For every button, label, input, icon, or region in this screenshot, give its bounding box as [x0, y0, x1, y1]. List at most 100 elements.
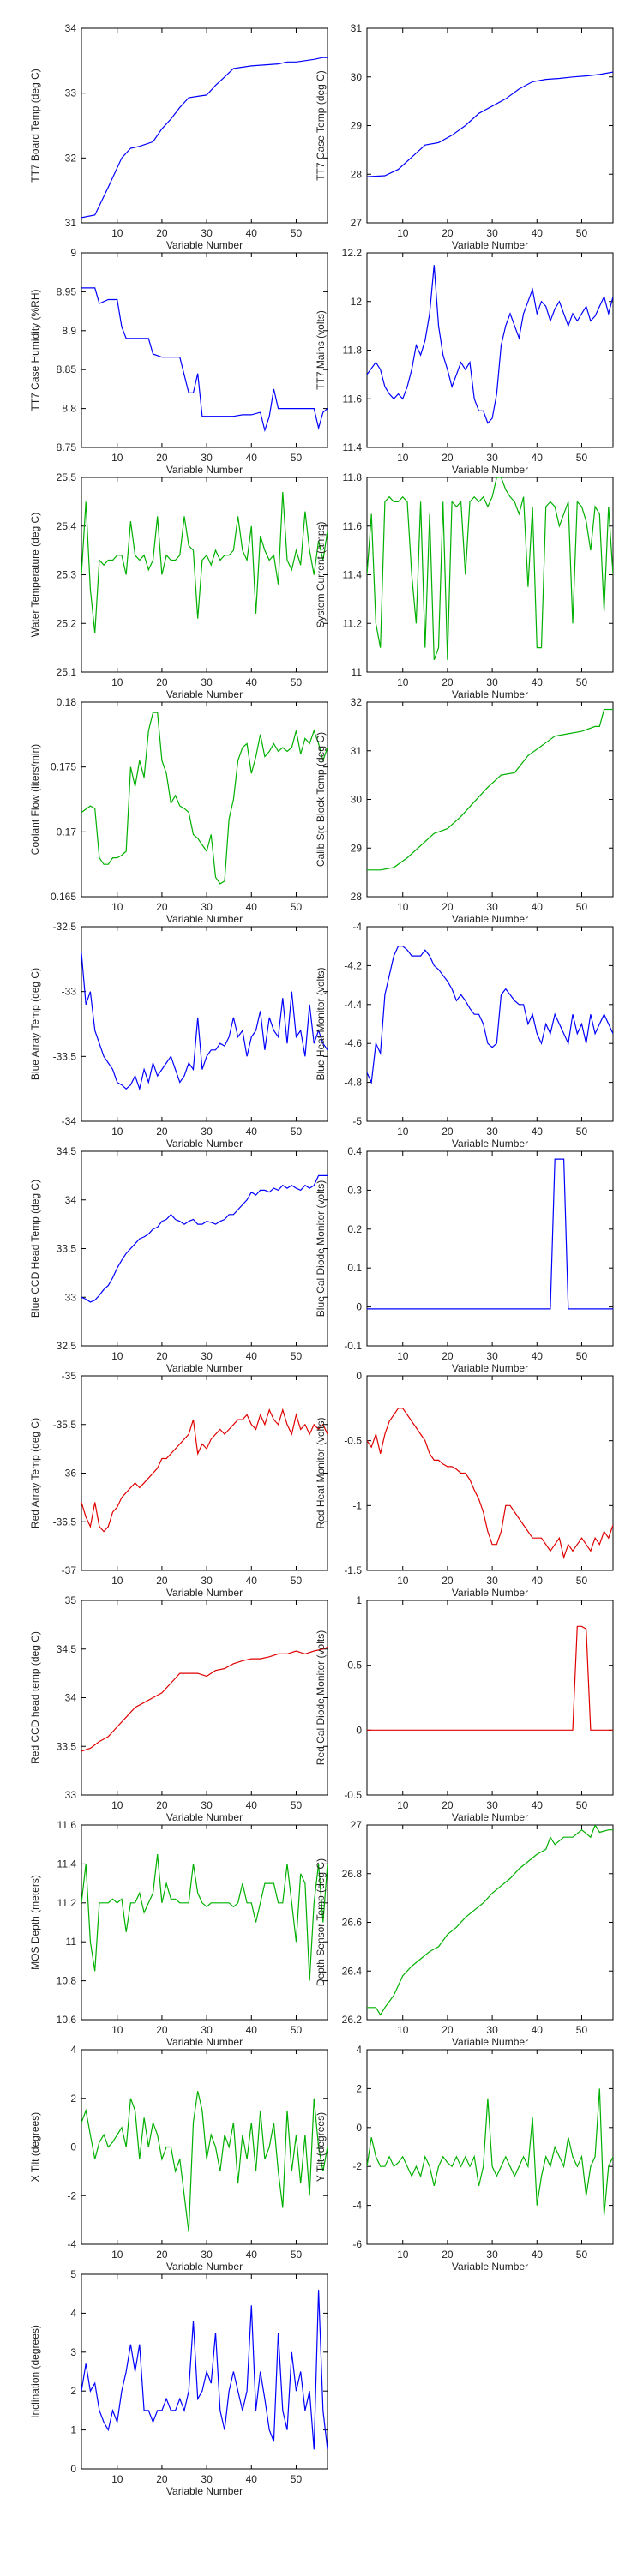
chart-panel: -37 -36.5 -36 -35.5 -35 10 20 30 40 50 Variable Nu…: [29, 1370, 328, 1599]
x-tick-label: 40: [532, 676, 544, 688]
y-tick-label: 25.3: [57, 569, 77, 581]
y-tick-label: 0: [70, 2141, 76, 2153]
x-tick-label: 20: [156, 452, 168, 464]
series-line: [367, 1625, 613, 1731]
y-tick-label: 26.4: [342, 1965, 363, 1977]
x-tick-label: 20: [156, 2249, 168, 2261]
x-tick-label: 10: [397, 227, 409, 239]
x-tick-label: 30: [486, 1126, 498, 1138]
x-tick-label: 30: [201, 1126, 213, 1138]
plot-frame: [81, 1375, 328, 1571]
y-tick-label: -4.8: [344, 1077, 362, 1089]
x-tick-label: 20: [156, 1575, 168, 1587]
x-tick-label: 40: [246, 901, 258, 913]
x-tick-label: 20: [442, 1126, 454, 1138]
x-axis-label: Variable Number: [452, 2036, 528, 2048]
x-tick-label: 10: [111, 676, 123, 688]
x-tick-label: 50: [291, 452, 303, 464]
x-tick-label: 50: [576, 2024, 588, 2036]
plot-frame: [366, 1375, 614, 1571]
chart-panel: 0 1 2 3 4 5 10 20 30 40 50 Variable Number Inclinati…: [29, 2268, 328, 2497]
x-tick-label: 30: [201, 2473, 213, 2485]
y-tick-label: -4.4: [344, 999, 362, 1011]
plot-frame: [366, 1150, 614, 1347]
y-axis-label: TT7 Mains (volts): [315, 310, 327, 390]
y-tick-label: -2: [352, 2160, 362, 2172]
y-tick-label: 8.9: [62, 325, 76, 337]
y-tick-label: 9: [70, 247, 76, 259]
chart-panel: 10.6 10.8 11 11.2 11.4 11.6 10 20 30 40 50 Variable…: [29, 1819, 328, 2048]
x-tick-label: 50: [291, 227, 303, 239]
x-tick-label: 50: [291, 1575, 303, 1587]
y-tick-label: -0.1: [344, 1340, 362, 1352]
y-axis-label: Blue Cal Diode Monitor (volts): [315, 1180, 327, 1317]
chart-panel: 26.2 26.4 26.6 26.8 27 10 20 30 40 50 Variable Num…: [315, 1819, 614, 2048]
x-tick-label: 20: [156, 2024, 168, 2036]
series-line: [367, 71, 613, 177]
plot-frame: [81, 1824, 328, 2021]
x-axis-label: Variable Number: [166, 2485, 243, 2497]
y-tick-label: -35.5: [53, 1419, 77, 1431]
x-tick-label: 20: [442, 1575, 454, 1587]
x-tick-label: 40: [246, 1350, 258, 1362]
y-tick-label: 34: [65, 1692, 77, 1704]
y-tick-label: 4: [356, 2044, 362, 2056]
y-tick-label: -1: [352, 1499, 362, 1511]
y-tick-label: 8.95: [57, 285, 77, 297]
y-tick-label: 31: [351, 745, 363, 757]
plot-frame: [81, 2049, 328, 2245]
y-tick-label: 30: [351, 71, 363, 83]
x-tick-label: 50: [576, 2249, 588, 2261]
plot-frame: [366, 1824, 614, 2021]
plot-frame: [366, 926, 614, 1122]
y-tick-label: -34: [62, 1115, 77, 1127]
y-tick-label: 0.18: [57, 696, 77, 708]
x-tick-label: 30: [486, 452, 498, 464]
x-tick-label: 50: [291, 901, 303, 913]
series-line: [367, 477, 613, 661]
x-tick-label: 20: [442, 452, 454, 464]
y-tick-label: 35: [65, 1594, 77, 1606]
series-line: [81, 2091, 328, 2232]
y-tick-label: -2: [67, 2189, 76, 2201]
chart-panel: 32.5 33 33.5 34 34.5 10 20 30 40 50 Variable Numbe…: [29, 1145, 328, 1374]
y-tick-label: 10.8: [57, 1975, 77, 1987]
y-tick-label: 1: [356, 1594, 362, 1606]
y-axis-label: Coolant Flow (liters/min): [29, 744, 41, 855]
x-tick-label: 40: [246, 2473, 258, 2485]
y-tick-label: 25.5: [57, 471, 77, 483]
x-tick-label: 50: [291, 1126, 303, 1138]
x-tick-label: 10: [397, 2249, 409, 2261]
x-tick-label: 30: [201, 1799, 213, 1811]
x-tick-label: 20: [442, 227, 454, 239]
x-axis-label: Variable Number: [166, 2036, 243, 2048]
x-tick-label: 40: [532, 1126, 544, 1138]
x-tick-label: 30: [201, 452, 213, 464]
x-tick-label: 50: [291, 676, 303, 688]
x-tick-label: 40: [532, 1799, 544, 1811]
y-tick-label: 34: [65, 1194, 77, 1206]
chart-panel: 33 33.5 34 34.5 35 10 20 30 40 50 Variable Number R…: [29, 1594, 328, 1823]
plot-frame: [81, 477, 328, 673]
plot-frame: [366, 477, 614, 673]
x-tick-label: 30: [201, 227, 213, 239]
y-tick-label: 11.4: [343, 441, 363, 453]
x-tick-label: 50: [291, 2473, 303, 2485]
x-tick-label: 40: [246, 1126, 258, 1138]
series-line: [81, 491, 328, 633]
x-tick-label: 30: [486, 1799, 498, 1811]
y-tick-label: 26.6: [342, 1917, 363, 1929]
y-tick-label: 0: [356, 1301, 362, 1313]
y-tick-label: 33: [65, 1291, 77, 1303]
y-tick-label: 25.2: [57, 617, 77, 629]
y-tick-label: 5: [70, 2268, 76, 2280]
y-tick-label: 11.6: [57, 1819, 77, 1831]
y-tick-label: 32.5: [57, 1340, 77, 1352]
y-axis-label: System Current (amps): [315, 521, 327, 627]
x-tick-label: 40: [532, 2024, 544, 2036]
x-tick-label: 20: [442, 1799, 454, 1811]
plot-frame: [366, 252, 614, 448]
plot-frame: [81, 701, 328, 898]
y-tick-label: 2: [70, 2385, 76, 2397]
